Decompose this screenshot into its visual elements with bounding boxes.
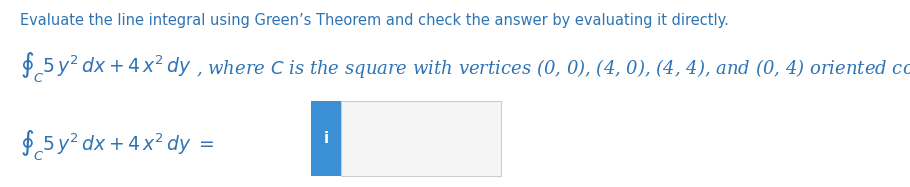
Text: $\oint_C 5\,y^2\,dx + 4\,x^2\,dy$: $\oint_C 5\,y^2\,dx + 4\,x^2\,dy$ <box>20 51 192 85</box>
Text: $\oint_C 5\,y^2\,dx + 4\,x^2\,dy\;=$: $\oint_C 5\,y^2\,dx + 4\,x^2\,dy\;=$ <box>20 129 214 163</box>
Text: , where $C$ is the square with vertices (0, 0), (4, 0), (4, 4), and (0, 4) orien: , where $C$ is the square with vertices … <box>196 57 910 80</box>
FancyBboxPatch shape <box>311 101 341 176</box>
Text: i: i <box>324 131 329 146</box>
Text: Evaluate the line integral using Green’s Theorem and check the answer by evaluat: Evaluate the line integral using Green’s… <box>20 13 729 28</box>
FancyBboxPatch shape <box>341 101 500 176</box>
